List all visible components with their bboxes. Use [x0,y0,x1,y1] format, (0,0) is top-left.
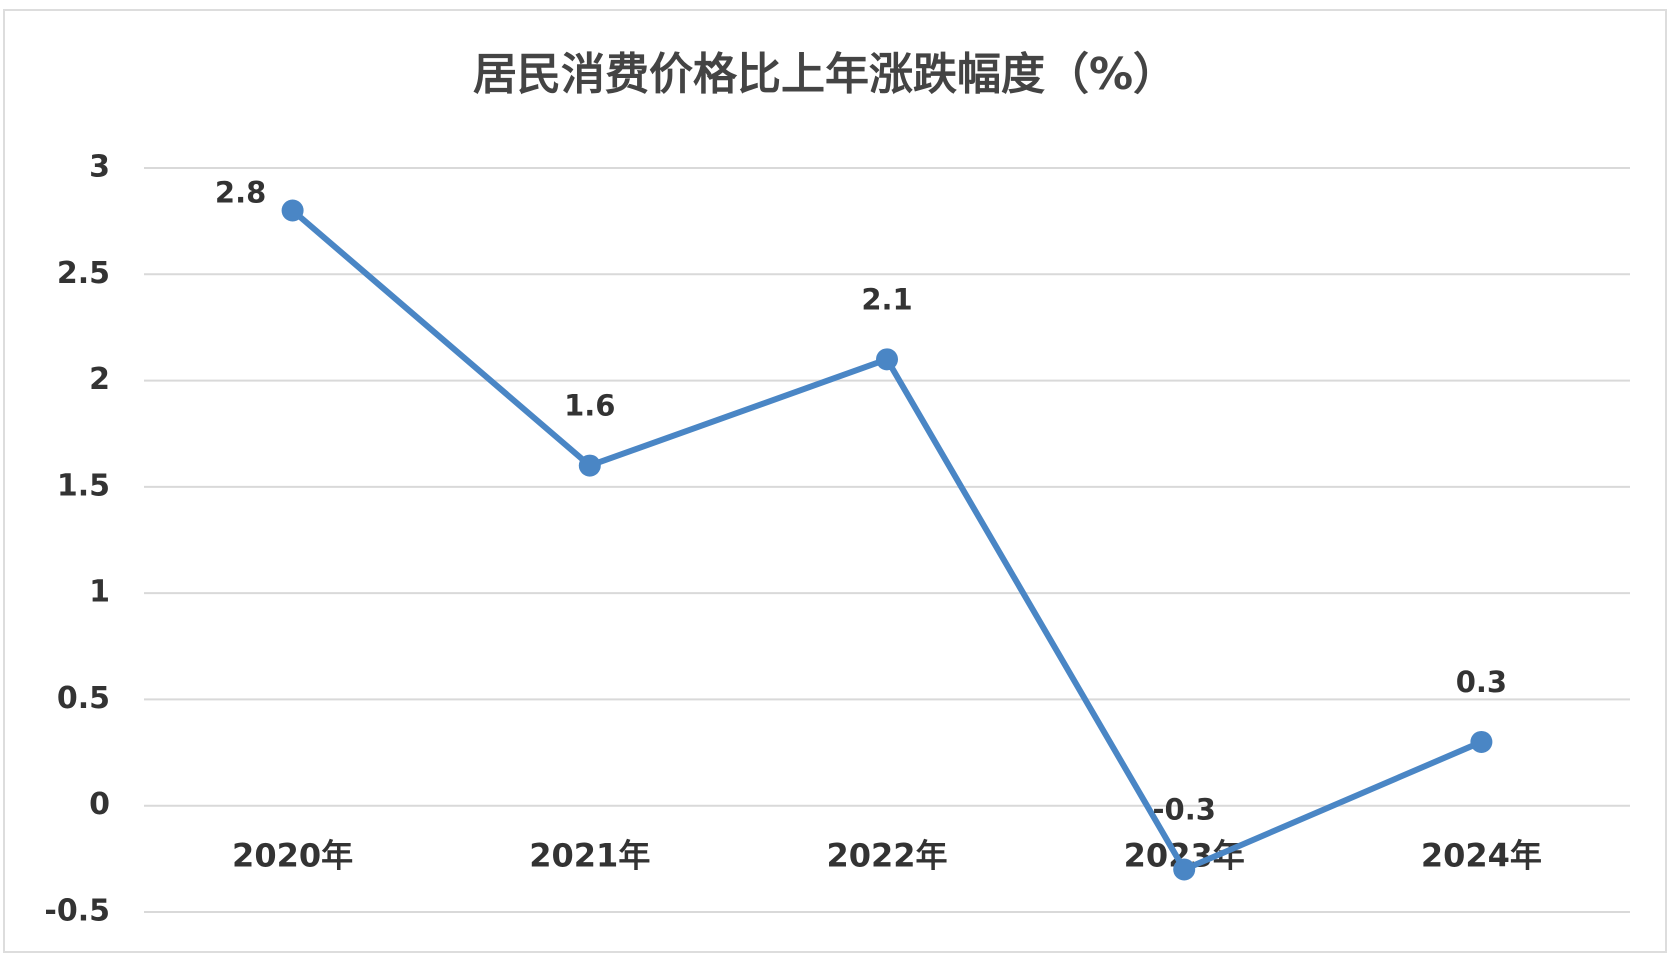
data-label: 2.8 [215,176,266,210]
data-point [1173,858,1196,881]
y-tick-label: 2.5 [57,256,110,291]
chart-title: 居民消费价格比上年涨跌幅度（%） [473,49,1177,100]
data-label: 0.3 [1456,665,1507,699]
x-tick-label: 2020年 [232,837,353,875]
y-tick-label: 3 [89,150,110,185]
data-point [876,348,898,371]
x-tick-label: 2024年 [1421,837,1542,875]
data-label: 1.6 [564,389,615,423]
y-tick-label: 0 [89,787,110,822]
x-tick-label: 2022年 [826,837,947,875]
data-label: 2.1 [861,282,912,316]
x-tick-label: 2021年 [529,837,650,875]
data-point [281,199,304,222]
data-point [578,454,601,477]
data-label: -0.3 [1152,792,1215,826]
y-tick-label: 1.5 [57,468,110,503]
data-point [1470,730,1493,753]
y-tick-label: 2 [89,362,110,397]
chart-frame [3,9,1667,953]
y-tick-label: 1 [89,575,110,610]
y-tick-label: 0.5 [57,681,110,716]
y-tick-label: -0.5 [44,894,110,929]
